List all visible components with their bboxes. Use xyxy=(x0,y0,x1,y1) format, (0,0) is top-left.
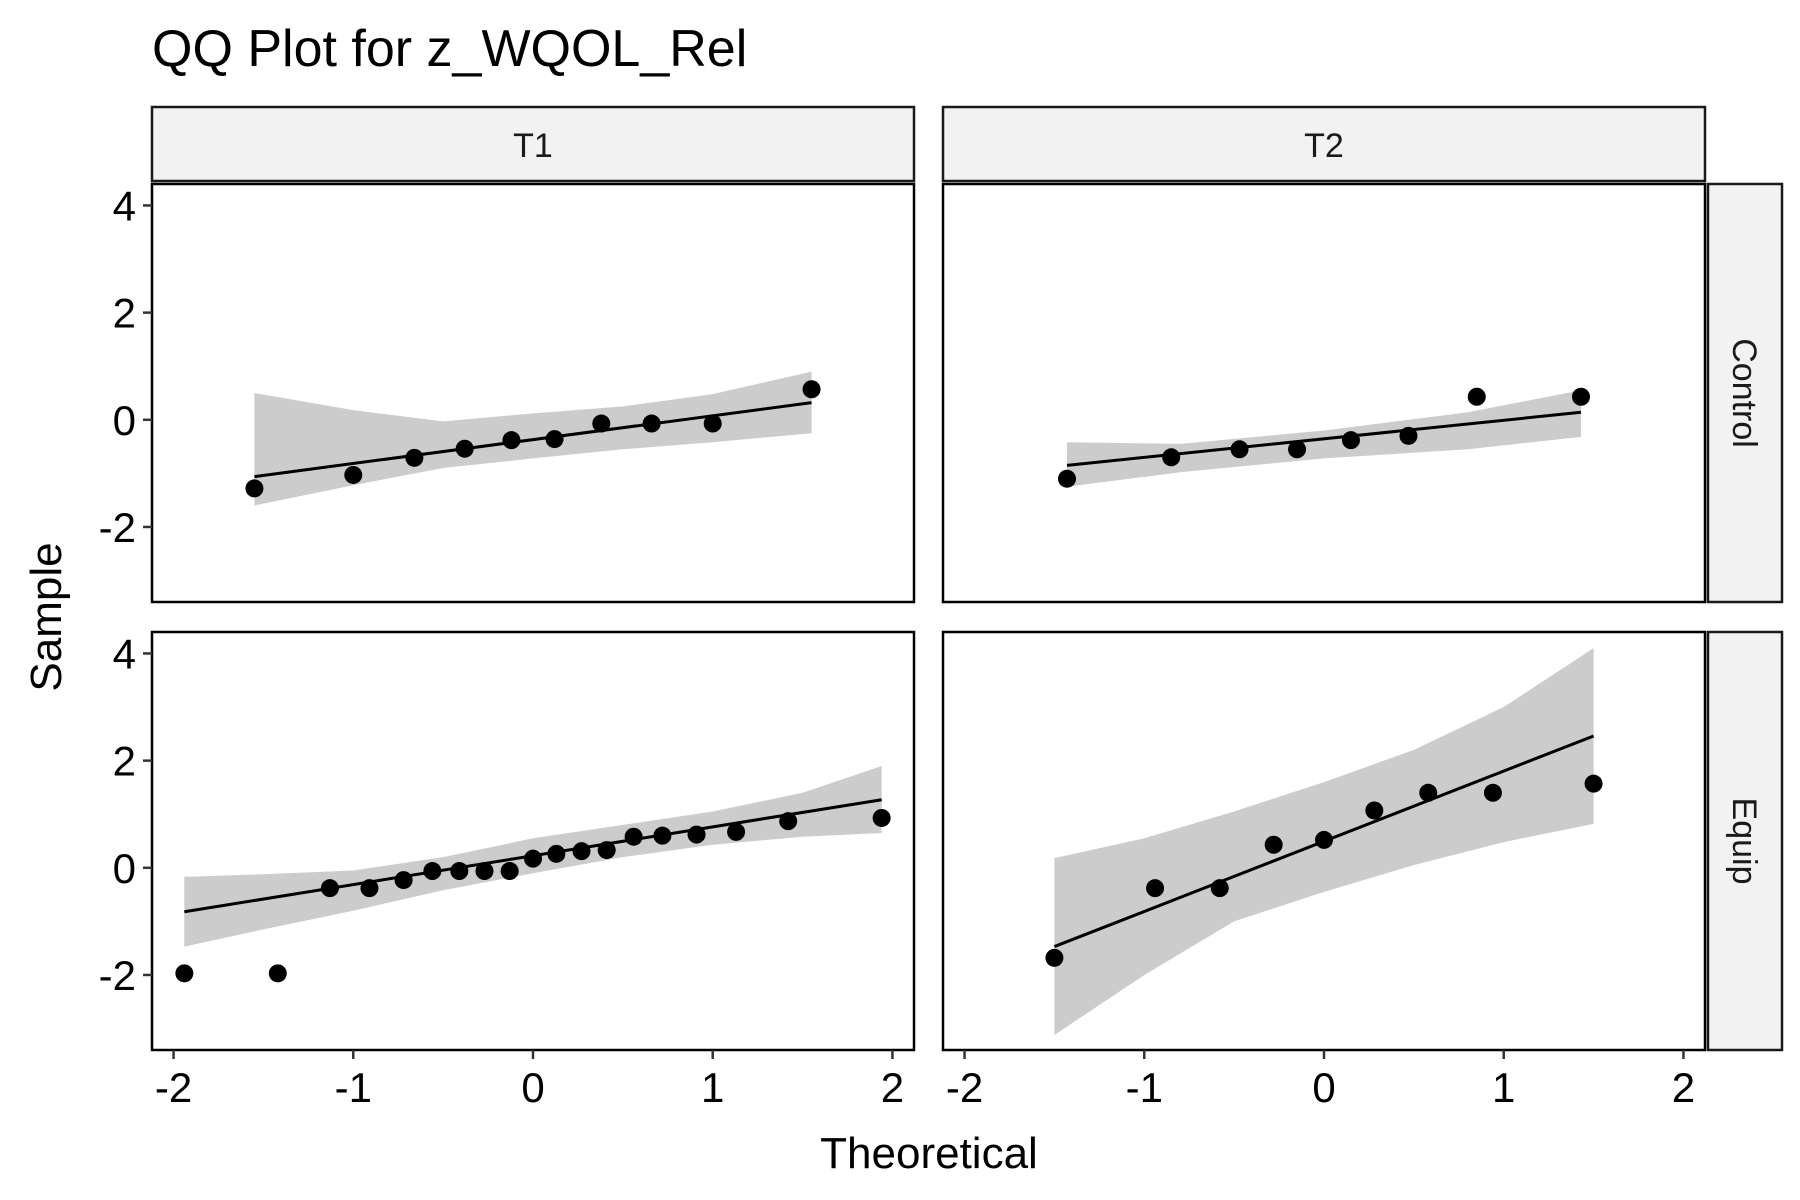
data-point xyxy=(423,862,442,881)
x-tick-label: 2 xyxy=(881,1064,904,1111)
data-point xyxy=(547,844,566,863)
y-tick-label: 4 xyxy=(113,630,136,677)
data-point xyxy=(592,414,611,433)
data-point xyxy=(653,826,672,845)
y-tick-label: 2 xyxy=(113,738,136,785)
data-point xyxy=(394,871,413,890)
x-tick-label: 2 xyxy=(1672,1064,1695,1111)
panel-border xyxy=(941,182,1707,604)
strip-col-t2: T2 xyxy=(941,105,1707,183)
x-tick-label: -1 xyxy=(1126,1064,1163,1111)
data-point xyxy=(524,849,542,868)
strip-row-control-background xyxy=(1706,182,1784,604)
data-point xyxy=(320,879,339,898)
reference-line xyxy=(1066,410,1582,467)
x-tick-label: 0 xyxy=(521,1064,544,1111)
strip-col-t2-label: T2 xyxy=(1304,127,1344,165)
panel-t1-equip: -2 0 2 4 -2 -1 0 1 2 xyxy=(99,630,916,1111)
y-tick-label: -2 xyxy=(99,504,136,551)
x-tick-label: 1 xyxy=(1492,1064,1515,1111)
strip-row-equip-background xyxy=(1706,630,1784,1052)
panel-t2-control xyxy=(941,182,1707,604)
data-point xyxy=(687,825,706,844)
data-point xyxy=(1399,426,1418,445)
y-tick-label: 0 xyxy=(113,397,136,444)
strip-col-t1-background xyxy=(150,105,916,183)
x-tick-label: -1 xyxy=(335,1064,372,1111)
chart-title: QQ Plot for z_WQOL_Rel xyxy=(152,20,747,78)
x-tick-label: -2 xyxy=(946,1064,983,1111)
panel-t2-equip: -2 -1 0 1 2 xyxy=(941,630,1707,1111)
data-point xyxy=(502,431,521,450)
strip-row-control: Control xyxy=(1706,182,1784,604)
data-point xyxy=(1045,948,1064,967)
x-tick-label: -2 xyxy=(155,1064,192,1111)
strip-row-equip: Equip xyxy=(1706,630,1784,1052)
data-point xyxy=(268,964,287,983)
data-point xyxy=(624,827,643,846)
strip-row-equip-label: Equip xyxy=(1725,798,1763,885)
data-point xyxy=(245,479,264,498)
data-point xyxy=(545,430,564,449)
strip-col-t1: T1 xyxy=(150,105,916,183)
strip-col-t1-label: T1 xyxy=(513,127,553,165)
data-point xyxy=(597,841,616,860)
data-point xyxy=(475,862,494,881)
data-point xyxy=(703,414,722,433)
data-point xyxy=(1315,830,1333,849)
y-tick-label: 4 xyxy=(113,182,136,229)
data-point xyxy=(1146,879,1165,898)
panel-t1-control: -2 0 2 4 xyxy=(99,182,916,604)
panel-group: -2 0 2 4 -2 0 2 4 -2 -1 0 1 2 -2 -1 0 1 2 xyxy=(99,182,1707,1111)
x-axis-title: Theoretical xyxy=(820,1129,1038,1178)
y-tick-label: 2 xyxy=(113,290,136,337)
data-point xyxy=(1341,431,1360,450)
data-point xyxy=(450,862,469,881)
data-point xyxy=(175,964,194,983)
data-point xyxy=(1210,879,1229,898)
y-axis-title: Sample xyxy=(22,542,71,691)
reference-line xyxy=(254,401,812,479)
data-point xyxy=(802,380,821,399)
x-tick-label: 0 xyxy=(1312,1064,1335,1111)
data-point xyxy=(1483,783,1502,802)
data-point xyxy=(1058,469,1077,488)
y-tick-label: 0 xyxy=(113,845,136,892)
data-point xyxy=(344,465,363,484)
data-point xyxy=(1584,774,1603,793)
strip-row-control-label: Control xyxy=(1725,338,1763,448)
data-point xyxy=(360,879,379,898)
data-point xyxy=(455,439,474,458)
data-point xyxy=(1571,387,1590,406)
y-tick-label: -2 xyxy=(99,952,136,999)
panel-background xyxy=(943,184,1705,602)
data-point xyxy=(642,414,661,433)
strip-col-t2-background xyxy=(941,105,1707,183)
data-point xyxy=(872,808,891,827)
x-tick-label: 1 xyxy=(701,1064,724,1111)
data-point xyxy=(727,822,746,841)
data-point xyxy=(1365,801,1384,820)
data-point xyxy=(779,812,798,831)
data-point xyxy=(1419,783,1438,802)
data-point xyxy=(405,448,424,467)
data-point xyxy=(1162,448,1181,467)
data-point xyxy=(1467,387,1486,406)
data-point xyxy=(1288,440,1307,459)
data-point xyxy=(1230,440,1249,459)
data-point xyxy=(572,842,591,861)
panel-border xyxy=(150,182,916,604)
data-point xyxy=(500,862,519,881)
data-point xyxy=(1264,835,1283,854)
